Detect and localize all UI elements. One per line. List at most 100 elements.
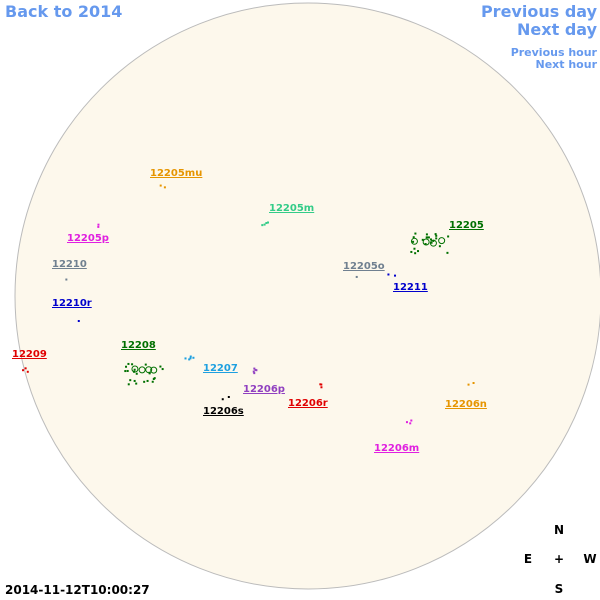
region-label[interactable]: 12205 xyxy=(449,220,484,231)
region-label[interactable]: 12206r xyxy=(288,398,328,409)
spot xyxy=(429,238,432,241)
spot xyxy=(153,377,156,380)
spot xyxy=(125,365,128,368)
spot xyxy=(161,368,164,371)
spot xyxy=(417,250,420,253)
spot xyxy=(252,370,255,373)
spot xyxy=(467,383,470,386)
spot xyxy=(77,320,80,323)
spot xyxy=(425,236,428,239)
compass-north: N xyxy=(554,523,564,537)
spot xyxy=(355,275,358,278)
next-hour-link[interactable]: Next hour xyxy=(536,58,598,71)
spot xyxy=(263,223,266,226)
spot xyxy=(409,422,412,425)
spot xyxy=(221,398,224,401)
spot xyxy=(412,240,415,243)
spot xyxy=(434,233,437,236)
spot xyxy=(97,223,100,226)
spot xyxy=(253,372,256,375)
spot xyxy=(261,224,264,227)
spot xyxy=(127,383,130,386)
spot xyxy=(188,358,191,361)
spot xyxy=(146,379,149,382)
spot-ring xyxy=(422,238,430,246)
region-label[interactable]: 12205m xyxy=(269,203,314,214)
spot xyxy=(426,236,429,239)
region-label[interactable]: 12207 xyxy=(203,363,238,374)
spot xyxy=(26,370,29,373)
spot xyxy=(425,233,428,236)
spot-ring xyxy=(429,239,437,247)
spot xyxy=(133,379,136,382)
spot xyxy=(254,368,257,371)
region-label[interactable]: 12206m xyxy=(374,443,419,454)
spot xyxy=(410,419,413,422)
spot xyxy=(159,365,162,368)
spot xyxy=(413,247,416,250)
spot xyxy=(131,363,134,366)
spot xyxy=(184,357,187,360)
spot xyxy=(320,383,323,386)
region-label[interactable]: 12205p xyxy=(67,233,109,244)
spot xyxy=(427,236,430,239)
previous-day-link[interactable]: Previous day xyxy=(481,2,598,21)
compass-west: W xyxy=(583,552,596,566)
spot xyxy=(472,381,475,384)
spot xyxy=(435,234,438,237)
region-label[interactable]: 12209 xyxy=(12,349,47,360)
spot xyxy=(412,236,415,239)
spot xyxy=(435,237,438,240)
spot xyxy=(446,251,449,254)
spot xyxy=(438,245,441,248)
spot xyxy=(144,363,147,366)
spot xyxy=(133,368,136,371)
spot xyxy=(151,380,154,383)
solar-disk xyxy=(14,2,600,590)
previous-hour-link[interactable]: Previous hour xyxy=(511,46,598,59)
region-label[interactable]: 12208 xyxy=(121,340,156,351)
spot-ring xyxy=(145,366,153,374)
compass-center: + xyxy=(554,552,564,566)
spot xyxy=(97,225,100,228)
spot xyxy=(253,367,256,370)
region-label[interactable]: 12205mu xyxy=(150,168,202,179)
spot xyxy=(143,380,146,383)
spot xyxy=(320,386,323,389)
spot xyxy=(414,232,417,235)
spot xyxy=(267,221,270,224)
spot xyxy=(135,372,138,375)
region-label[interactable]: 12210r xyxy=(52,298,92,309)
spot xyxy=(265,222,268,225)
spot xyxy=(24,367,27,370)
region-label[interactable]: 12206p xyxy=(243,384,285,395)
spot xyxy=(421,238,424,241)
spot xyxy=(424,243,427,246)
spot-ring xyxy=(150,366,158,374)
spot xyxy=(22,369,25,372)
spot xyxy=(410,250,413,253)
region-label[interactable]: 12206s xyxy=(203,406,244,417)
compass-east: E xyxy=(524,552,532,566)
region-label[interactable]: 12205o xyxy=(343,261,385,272)
next-day-link[interactable]: Next day xyxy=(517,20,598,39)
spot xyxy=(227,395,230,398)
back-link[interactable]: Back to 2014 xyxy=(5,2,122,21)
spot xyxy=(129,379,132,382)
spot xyxy=(447,235,450,238)
spot-ring xyxy=(438,237,446,245)
spot xyxy=(387,273,390,276)
region-label[interactable]: 12211 xyxy=(393,282,428,293)
spot xyxy=(163,186,166,189)
spot-ring xyxy=(138,366,146,374)
region-label[interactable]: 12210 xyxy=(52,259,87,270)
spot xyxy=(65,278,68,281)
region-label[interactable]: 12206n xyxy=(445,399,487,410)
spot xyxy=(414,252,417,255)
spot xyxy=(394,274,397,277)
spot xyxy=(189,355,192,358)
spot xyxy=(148,372,151,375)
spot xyxy=(126,369,129,372)
